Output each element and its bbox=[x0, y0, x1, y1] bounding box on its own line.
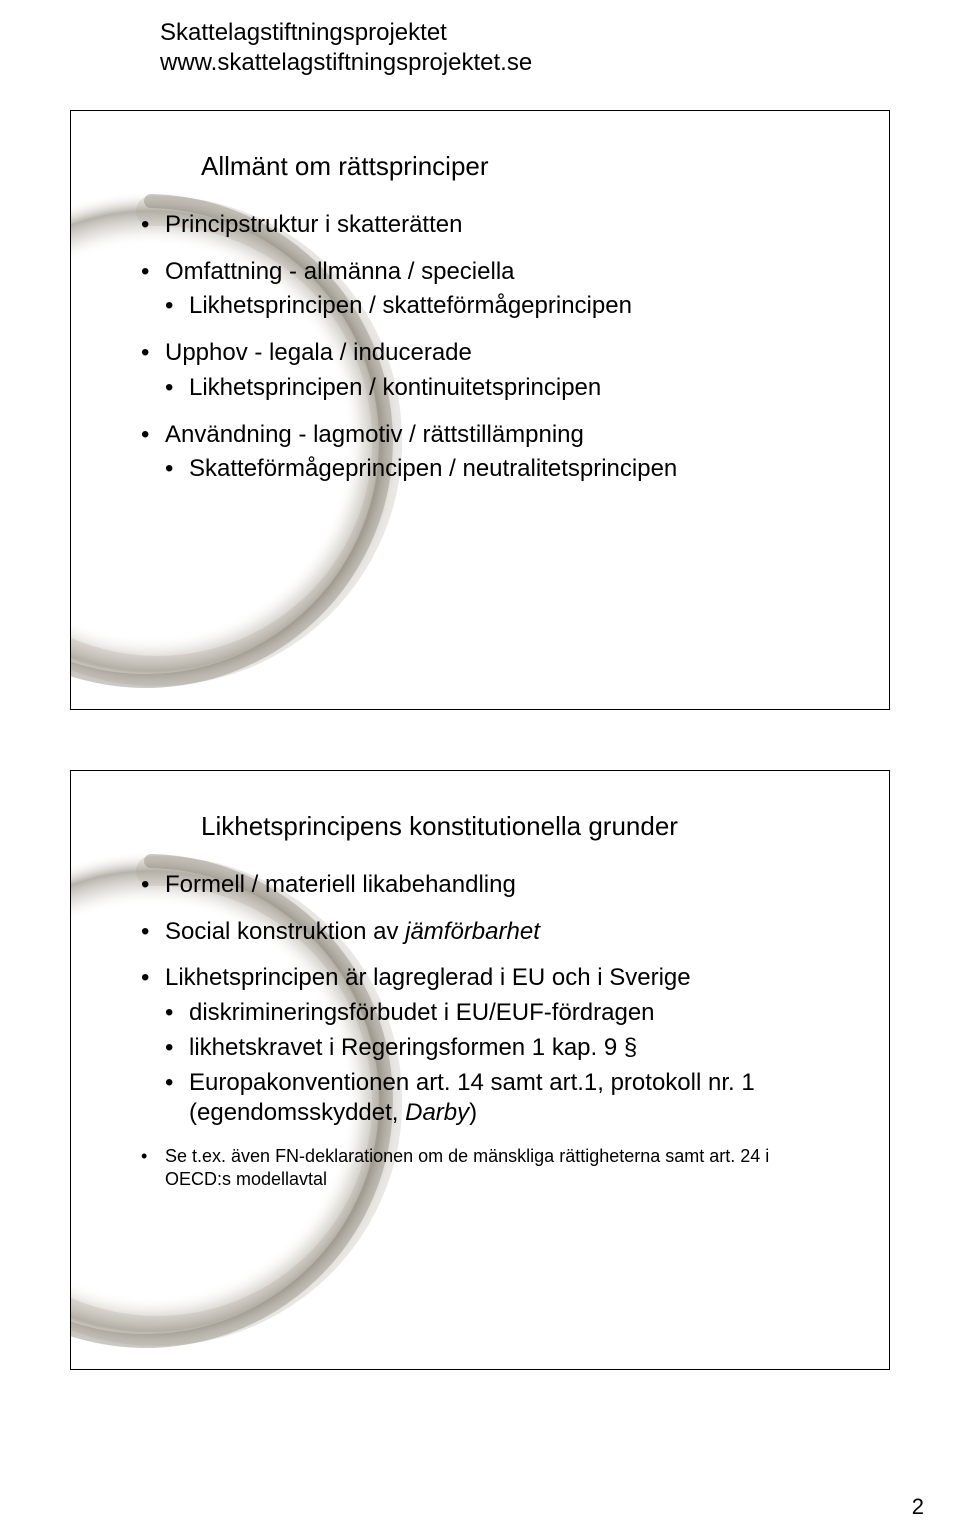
sub-list-item: Skatteförmågeprincipen / neutralitetspri… bbox=[165, 454, 839, 485]
sub-list-item-text: likhetskravet i Regeringsformen 1 kap. 9… bbox=[189, 1034, 637, 1061]
list-item-text: Formell / materiell likabehandling bbox=[165, 871, 516, 898]
header-line-2: www.skattelagstiftningsprojektet.se bbox=[160, 48, 532, 78]
list-item-text: Principstruktur i skatterätten bbox=[165, 211, 462, 238]
slide-1: Allmänt om rättsprinciper Principstruktu… bbox=[70, 110, 890, 710]
list-item: Formell / materiell likabehandling bbox=[141, 870, 839, 901]
list-item: Social konstruktion av jämförbarhet bbox=[141, 917, 839, 948]
page-header: Skattelagstiftningsprojektet www.skattel… bbox=[160, 18, 532, 78]
slide-2: Likhetsprincipens konstitutionella grund… bbox=[70, 770, 890, 1370]
sub-list-item: likhetskravet i Regeringsformen 1 kap. 9… bbox=[165, 1033, 839, 1064]
sub-list-item: Europakonventionen art. 14 samt art.1, p… bbox=[165, 1068, 839, 1129]
sub-list-item-text: Europakonventionen art. 14 samt art.1, p… bbox=[189, 1069, 755, 1127]
header-line-1: Skattelagstiftningsprojektet bbox=[160, 18, 532, 48]
list-item-text: Likhetsprincipen är lagreglerad i EU och… bbox=[165, 964, 691, 991]
list-item: Likhetsprincipen är lagreglerad i EU och… bbox=[141, 963, 839, 1129]
slide-1-title: Allmänt om rättsprinciper bbox=[141, 151, 839, 182]
list-item-text: Se t.ex. även FN-deklarationen om de män… bbox=[165, 1146, 769, 1189]
list-item-small: Se t.ex. även FN-deklarationen om de män… bbox=[141, 1145, 839, 1191]
sub-list-item: diskrimineringsförbudet i EU/EUF-fördrag… bbox=[165, 998, 839, 1029]
sub-list-item: Likhetsprincipen / skatteförmågeprincipe… bbox=[165, 291, 839, 322]
list-item-text: Omfattning - allmänna / speciella bbox=[165, 258, 515, 285]
sub-list-item-text: diskrimineringsförbudet i EU/EUF-fördrag… bbox=[189, 999, 655, 1026]
sub-list-item-text: Likhetsprincipen / kontinuitetsprincipen bbox=[189, 374, 601, 401]
list-item-text-pre: Social konstruktion av bbox=[165, 918, 405, 945]
list-item-text-italic: jämförbarhet bbox=[405, 918, 540, 945]
sub-list-item: Likhetsprincipen / kontinuitetsprincipen bbox=[165, 373, 839, 404]
list-item: Principstruktur i skatterätten bbox=[141, 210, 839, 241]
slide-1-list: Principstruktur i skatterätten Omfattnin… bbox=[141, 210, 839, 485]
page-number: 2 bbox=[912, 1494, 924, 1520]
list-item: Användning - lagmotiv / rättstillämpning… bbox=[141, 420, 839, 485]
slide-2-list: Formell / materiell likabehandling Socia… bbox=[141, 870, 839, 1191]
sub-list-item-text: Likhetsprincipen / skatteförmågeprincipe… bbox=[189, 292, 632, 319]
sub-list-item-text: Skatteförmågeprincipen / neutralitetspri… bbox=[189, 455, 677, 482]
slide-2-title: Likhetsprincipens konstitutionella grund… bbox=[141, 811, 839, 842]
list-item-text: Användning - lagmotiv / rättstillämpning bbox=[165, 421, 584, 448]
list-item: Upphov - legala / inducerade Likhetsprin… bbox=[141, 338, 839, 403]
list-item-text: Upphov - legala / inducerade bbox=[165, 339, 472, 366]
list-item: Omfattning - allmänna / speciella Likhet… bbox=[141, 257, 839, 322]
